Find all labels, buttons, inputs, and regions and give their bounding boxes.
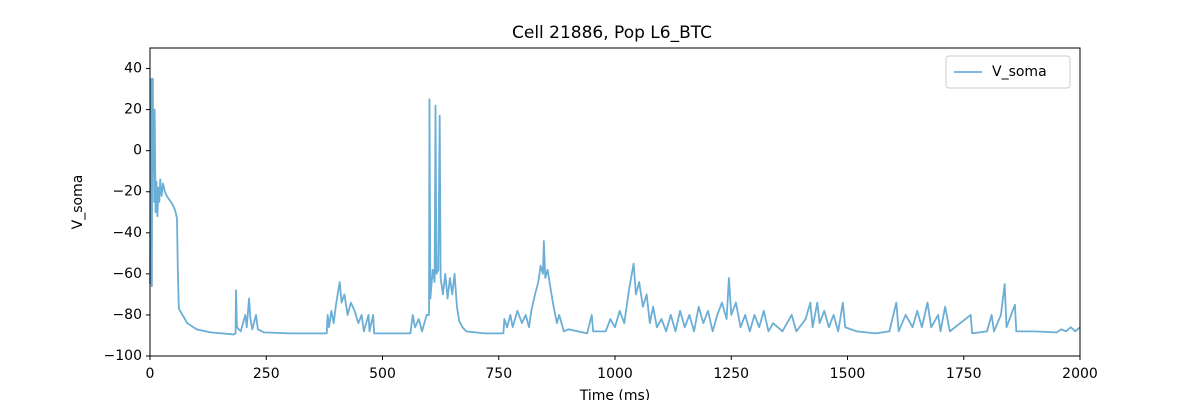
y-tick-label: 40: [124, 61, 142, 77]
legend-box: [945, 55, 1071, 89]
y-tick-label: −100: [104, 348, 142, 364]
x-tick-label: 500: [369, 366, 396, 382]
chart-title: Cell 21886, Pop L6_BTC: [512, 23, 712, 43]
x-tick-label: 750: [485, 366, 512, 382]
line: [149, 77, 1081, 336]
y-tick-label: −80: [112, 307, 142, 323]
x-tick-label: 250: [253, 366, 280, 382]
x-tick-label: 1250: [713, 366, 749, 382]
y-tick-label: −40: [112, 225, 142, 241]
plot-frame: [149, 47, 1081, 357]
legend-label: V_soma: [992, 64, 1047, 80]
x-axis-label: Time (ms): [579, 388, 651, 400]
x-tick-label: 2000: [1062, 366, 1098, 382]
x-tick-label: 1750: [946, 366, 982, 382]
y-axis-label: V_soma: [70, 175, 86, 230]
x-tick-label: 1000: [597, 366, 633, 382]
x-tick-label: 1500: [830, 366, 866, 382]
y-tick-label: 20: [124, 102, 142, 118]
y-tick-label: −60: [112, 266, 142, 282]
y-tick-label: 0: [133, 143, 142, 159]
x-tick-label: 0: [146, 366, 155, 382]
y-tick-label: −20: [112, 184, 142, 200]
